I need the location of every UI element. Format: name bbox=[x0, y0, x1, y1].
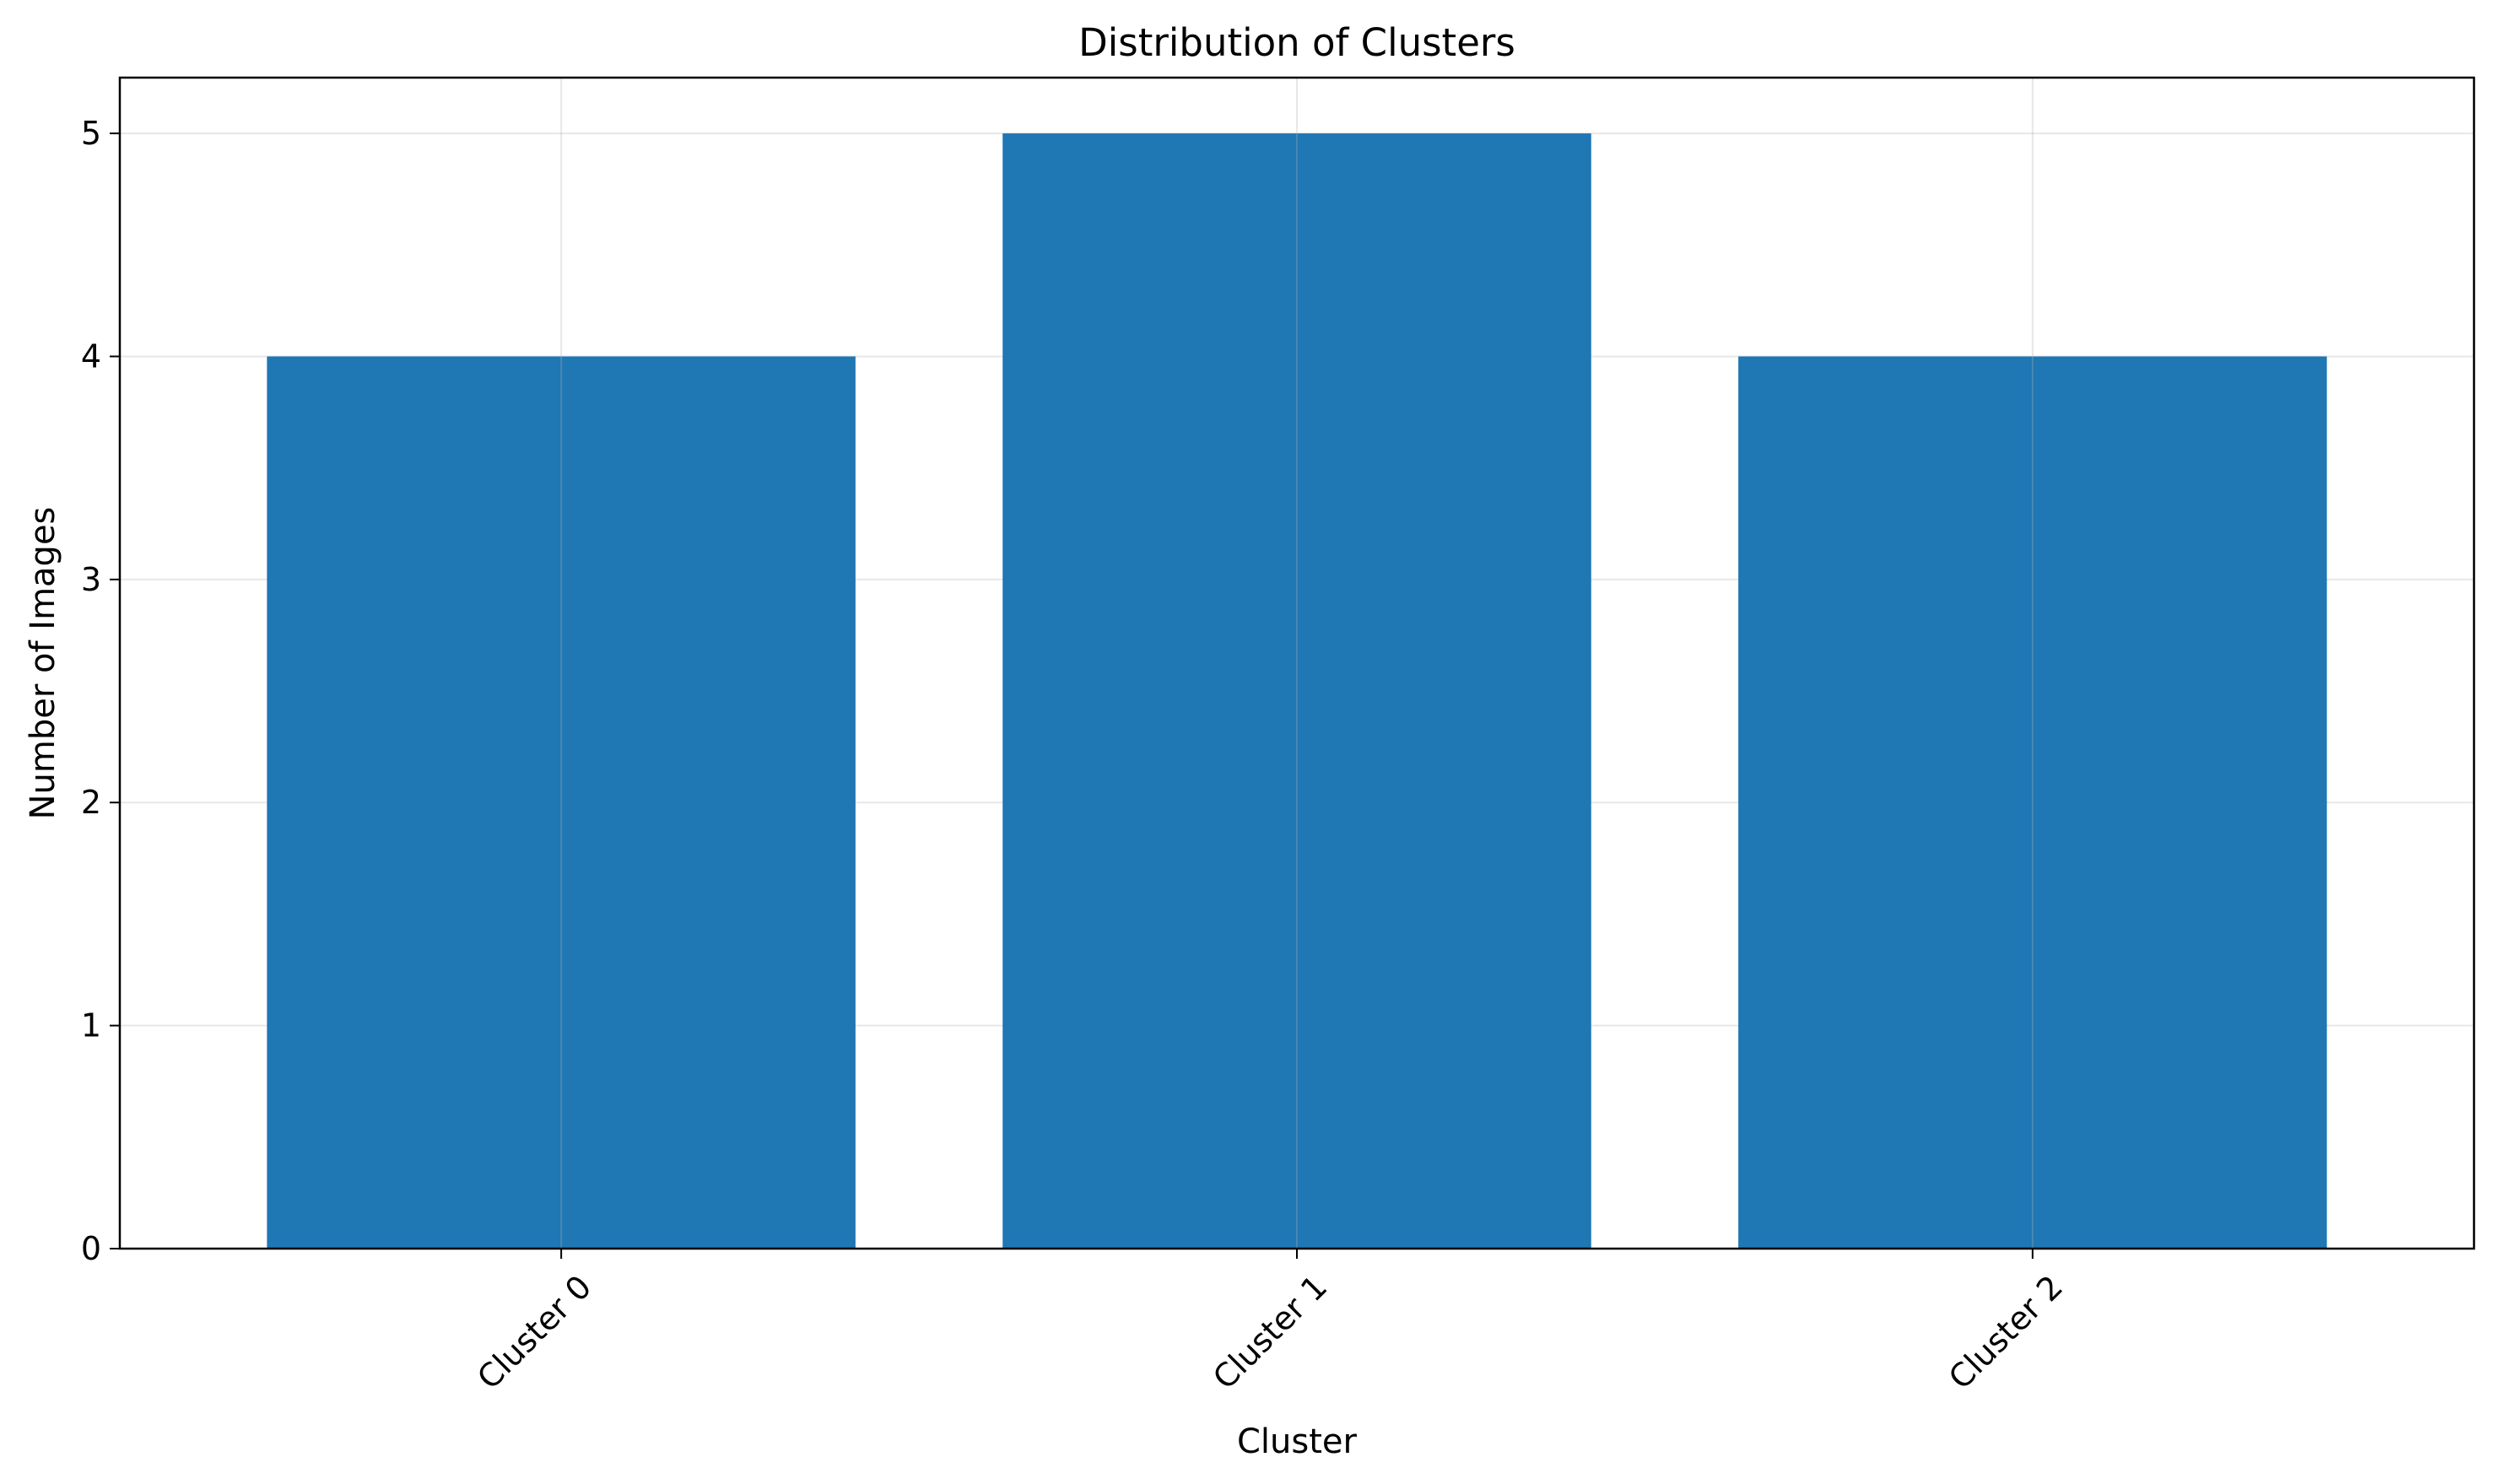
x-tick-label: Cluster 1 bbox=[1206, 1268, 1334, 1396]
x-tick-label: Cluster 2 bbox=[1942, 1268, 2070, 1396]
bar-cluster-1 bbox=[1002, 133, 1591, 1249]
bar-layer bbox=[267, 133, 2327, 1249]
y-axis-ticks: 0 1 2 3 4 5 bbox=[81, 115, 120, 1267]
x-axis-label: Cluster bbox=[1237, 1422, 1358, 1461]
chart-title: Distribution of Clusters bbox=[1078, 20, 1515, 65]
y-axis-label: Number of Images bbox=[24, 507, 62, 820]
bar-cluster-2 bbox=[1738, 356, 2327, 1249]
y-tick-label: 2 bbox=[81, 784, 101, 821]
grid-overlay-layer bbox=[560, 78, 2034, 1249]
x-tick-label: Cluster 0 bbox=[470, 1268, 598, 1396]
x-axis-ticks: Cluster 0 Cluster 1 Cluster 2 bbox=[470, 1249, 2070, 1396]
y-tick-label: 1 bbox=[81, 1007, 101, 1044]
bar-cluster-0 bbox=[267, 356, 856, 1249]
y-tick-label: 0 bbox=[81, 1230, 101, 1267]
y-tick-label: 5 bbox=[81, 115, 101, 152]
y-tick-label: 4 bbox=[81, 337, 101, 375]
y-tick-label: 3 bbox=[81, 561, 101, 598]
